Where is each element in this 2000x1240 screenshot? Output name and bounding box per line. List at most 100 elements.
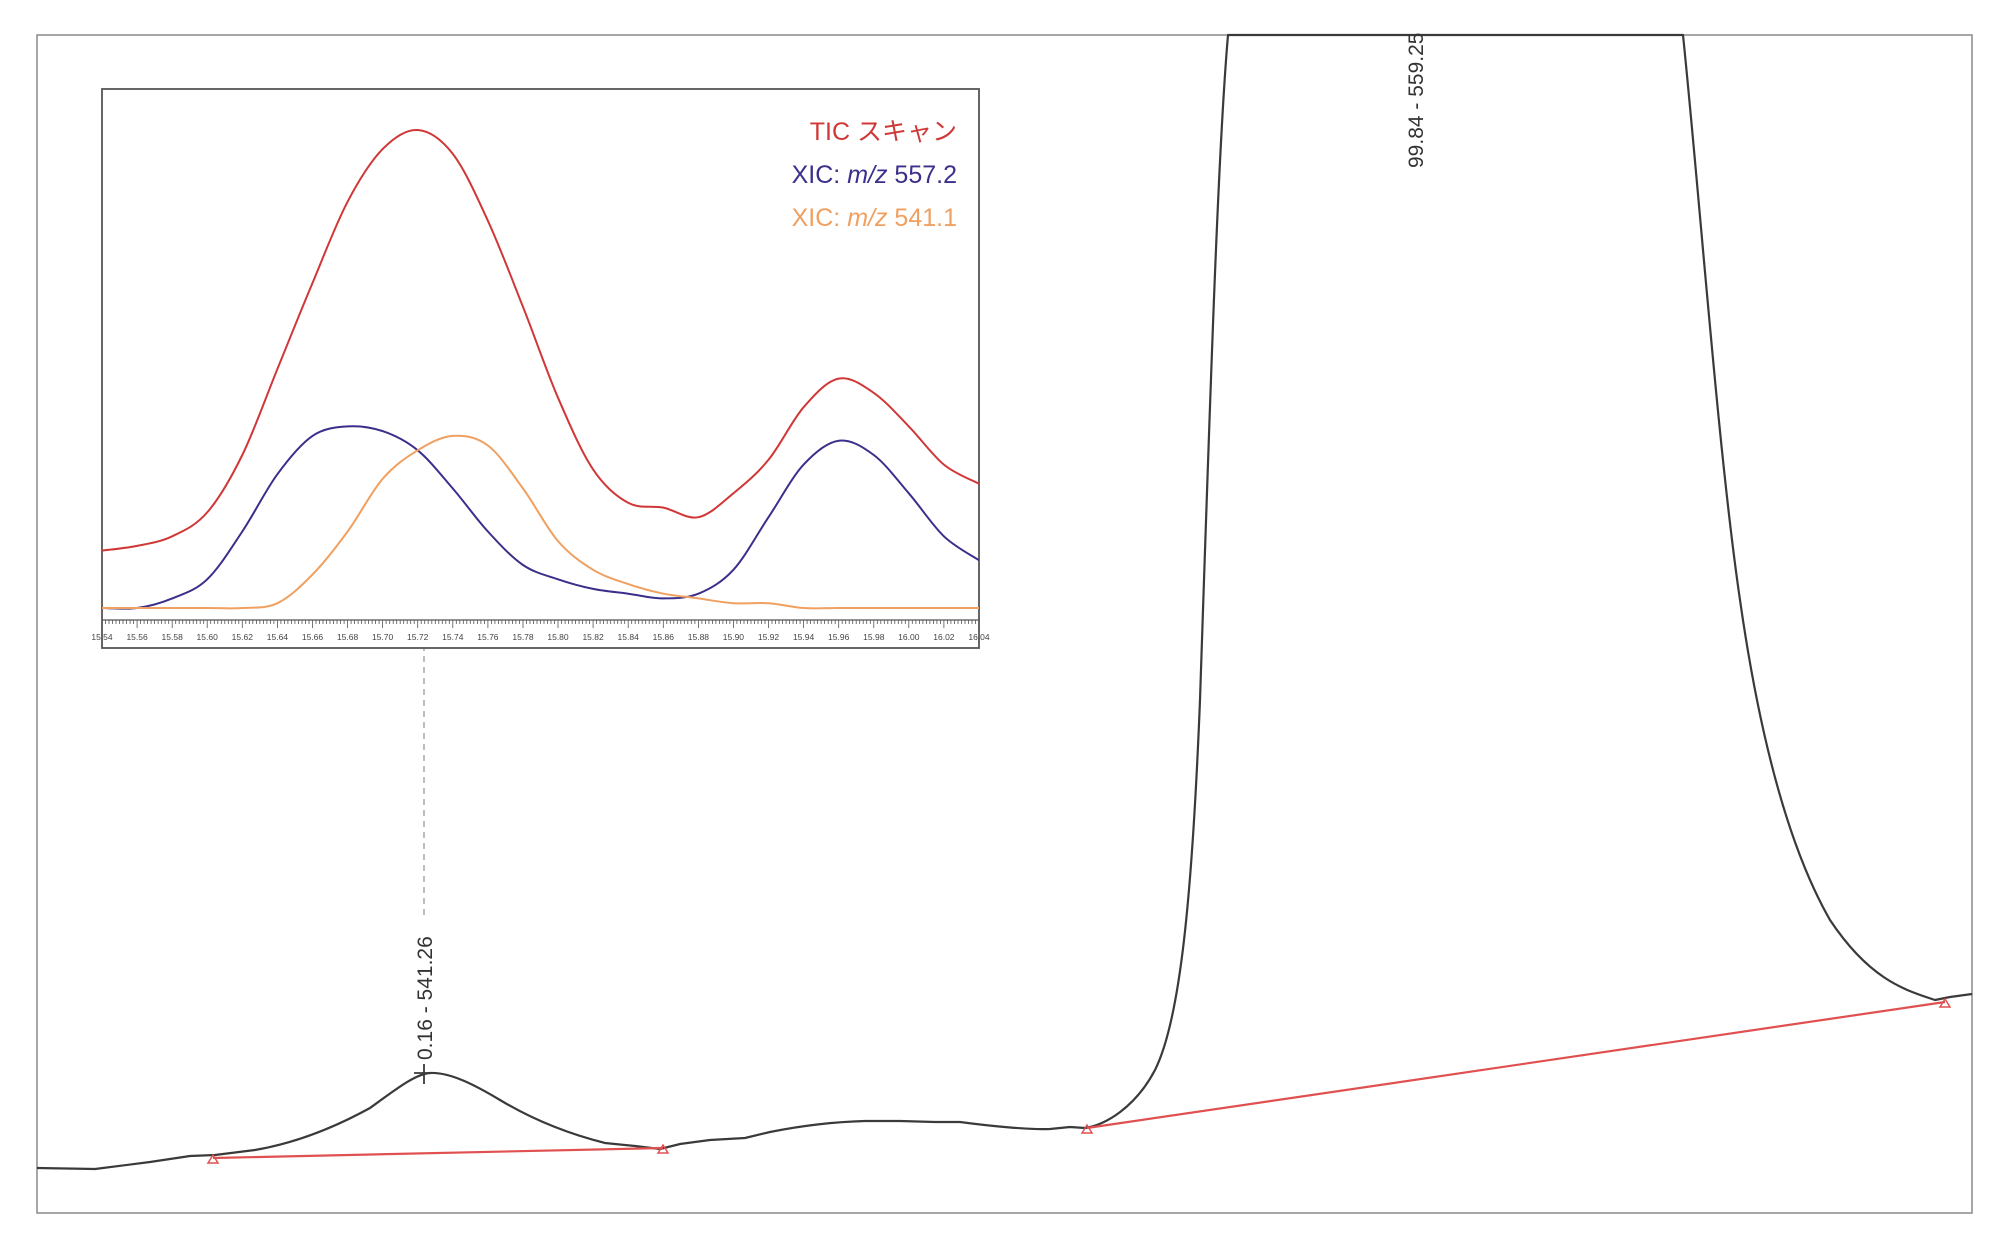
inset-x-tick-label: 15.54 — [91, 632, 113, 642]
inset-data-point — [452, 153, 454, 155]
inset-data-point — [627, 502, 629, 504]
inset-data-point — [837, 607, 840, 609]
baseline-small-peak — [212, 1146, 664, 1160]
inset-x-tick-label: 15.94 — [793, 632, 815, 642]
inset-data-point — [311, 282, 314, 284]
inset-data-point — [171, 607, 173, 609]
inset-data-point — [206, 511, 208, 514]
inset-data-point — [346, 200, 349, 203]
inset-data-point — [381, 148, 384, 150]
inset-series-line-2 — [102, 425, 979, 610]
inset-frame — [101, 88, 980, 649]
inset-chart: 15.54 15.56 15.58 15.60 15.62 15.64 15.66 15.68… — [91, 88, 990, 649]
small-peak-label: 0.16 - 541.26 — [414, 936, 437, 1060]
inset-x-tick-label: 15.62 — [232, 632, 254, 642]
inset-data-point — [662, 592, 665, 595]
inset-data-point — [522, 564, 524, 566]
inset-legend: TIC スキャン XIC: m/z 557.2 XIC: m/z 541.1 — [792, 118, 957, 232]
inset-x-tick-label: 15.70 — [372, 632, 394, 642]
inset-data-point — [627, 592, 629, 595]
inset-series-line-3 — [102, 434, 979, 610]
peak-marker — [1080, 1123, 1094, 1134]
inset-x-tick-label: 15.92 — [758, 632, 780, 642]
inset-series-line-1 — [102, 128, 979, 552]
inset-x-tick-label: 15.88 — [688, 632, 710, 642]
inset-data-point — [592, 468, 594, 471]
inset-x-tick-label: 15.76 — [477, 632, 499, 642]
inset-data-point — [802, 607, 805, 609]
inset-data-point — [627, 583, 629, 585]
inset-data-point — [416, 129, 419, 131]
inset-x-tick-label: 15.60 — [197, 632, 219, 642]
inset-data-point — [206, 607, 208, 609]
inset-x-axis-ticks — [101, 620, 980, 628]
inset-x-tick-label: 16.02 — [933, 632, 955, 642]
inset-data-point — [241, 454, 244, 456]
inset-data-point — [697, 597, 700, 600]
inset-data-point — [767, 602, 770, 604]
inset-data-point — [241, 607, 244, 609]
inset-data-point — [837, 377, 840, 380]
inset-data-point — [346, 425, 349, 428]
inset-x-tick-label: 15.68 — [337, 632, 359, 642]
inset-data-point — [171, 535, 173, 538]
inset-x-tick-label: 15.84 — [618, 632, 640, 642]
inset-data-point — [662, 597, 665, 600]
inset-data-point — [452, 435, 454, 437]
peak-marker — [1938, 997, 1952, 1008]
inset-data-point — [206, 578, 208, 581]
inset-data-point — [767, 459, 770, 461]
inset-data-point — [557, 396, 559, 399]
inset-x-tick-label: 15.64 — [267, 632, 289, 642]
inset-data-point — [557, 578, 559, 581]
inset-data-point — [487, 530, 489, 533]
inset-data-point — [592, 588, 594, 590]
inset-data-point — [311, 573, 314, 576]
inset-data-point — [943, 463, 945, 466]
inset-data-point — [662, 506, 665, 509]
inset-data-point — [416, 449, 419, 452]
inset-x-tick-label: 15.98 — [863, 632, 885, 642]
large-peak-label: 99.84 - 559.25 — [1405, 33, 1428, 168]
inset-data-point — [381, 478, 384, 480]
inset-data-point — [943, 535, 945, 538]
inset-data-point — [873, 392, 875, 394]
baseline-large-peak — [1086, 1000, 1946, 1130]
inset-x-tick-label: 15.66 — [302, 632, 324, 642]
inset-data-point — [522, 487, 524, 490]
inset-data-point — [522, 306, 524, 308]
inset-x-tick-label: 15.90 — [723, 632, 745, 642]
inset-data-point — [592, 569, 594, 571]
inset-data-point — [276, 602, 279, 604]
peak-marker — [656, 1143, 670, 1154]
inset-data-point — [102, 607, 103, 609]
inset-data-point — [908, 425, 910, 428]
inset-data-point — [311, 435, 314, 437]
inset-data-point — [102, 549, 103, 552]
peak-marker — [206, 1153, 220, 1164]
inset-data-point — [487, 444, 489, 447]
inset-x-tick-label: 15.96 — [828, 632, 850, 642]
inset-data-point — [767, 516, 770, 518]
inset-x-tick-label: 15.86 — [653, 632, 675, 642]
inset-data-point — [908, 492, 910, 495]
inset-data-point — [732, 569, 735, 571]
inset-x-tick-label: 15.78 — [512, 632, 534, 642]
inset-data-point — [276, 368, 279, 370]
inset-data-point — [908, 607, 910, 609]
inset-data-point — [697, 516, 700, 518]
main-chromatogram-trace — [36, 33, 1973, 1171]
inset-data-point — [802, 406, 805, 409]
inset-data-point — [171, 597, 173, 600]
inset-x-tick-label: 15.56 — [126, 632, 148, 642]
inset-data-point — [381, 430, 384, 432]
inset-x-tick-label: 15.58 — [162, 632, 184, 642]
inset-data-point — [276, 473, 279, 476]
inset-data-point — [697, 592, 700, 595]
inset-data-point — [136, 545, 138, 547]
legend-entry-xic-541: XIC: m/z 541.1 — [792, 204, 957, 232]
inset-data-point — [802, 463, 805, 466]
inset-data-point — [873, 607, 875, 609]
inset-data-point — [136, 607, 138, 609]
inset-data-point — [452, 487, 454, 490]
